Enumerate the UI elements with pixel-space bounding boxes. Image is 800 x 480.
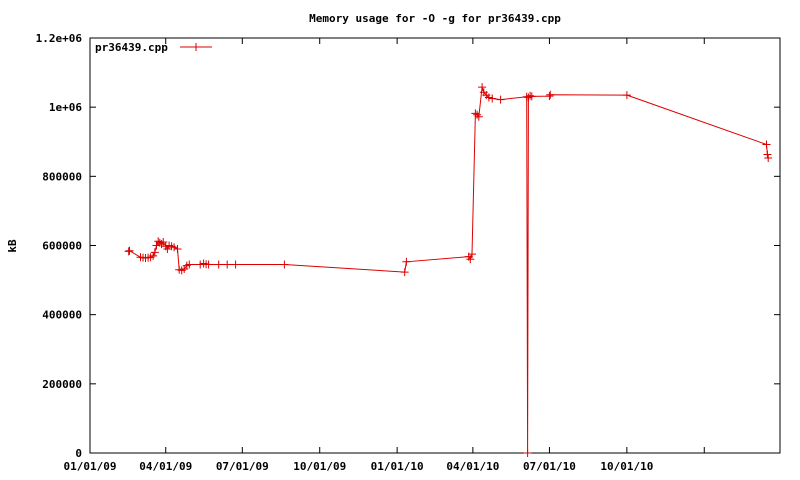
x-tick-label: 10/01/09 [293,460,346,473]
data-point [473,110,482,119]
x-tick-label: 01/01/10 [371,460,424,473]
x-tick-label: 10/01/10 [600,460,653,473]
legend-label: pr36439.cpp [95,41,168,54]
data-point [223,260,232,269]
data-point [527,92,536,101]
y-tick-label: 1.2e+06 [36,32,83,45]
data-point [474,112,483,121]
data-point [204,260,213,269]
data-point [150,248,159,257]
y-tick-label: 200000 [42,378,82,391]
data-point [214,260,223,269]
series-line [128,86,769,454]
plot-axes [89,37,781,454]
data-point [124,247,133,256]
plot-border [89,37,781,454]
chart-title: Memory usage for -O -g for pr36439.cpp [309,12,561,25]
data-point [185,260,194,269]
x-axis-ticks: 01/01/09 04/01/09 07/01/09 10/01/09 01/01/10… [64,38,705,473]
x-tick-label: 07/01/10 [523,460,576,473]
series-layer [124,83,773,457]
y-tick-label: 600000 [42,240,82,253]
data-point [231,260,240,269]
data-point [125,246,134,255]
data-point [496,95,505,104]
data-point [400,268,409,277]
data-point [484,93,493,102]
data-point [149,251,158,260]
data-point [159,238,168,246]
data-point [478,83,487,92]
data-point [466,255,475,264]
y-tick-label: 1e+06 [49,101,82,114]
data-point [545,92,554,101]
y-axis-label: kB [6,239,19,253]
data-point [762,140,771,149]
data-point [155,238,164,247]
data-point [471,109,480,118]
data-point [402,257,411,266]
y-tick-label: 800000 [42,170,82,183]
x-tick-label: 04/01/09 [139,460,192,473]
data-point [763,150,772,159]
data-point [163,245,172,253]
x-tick-label: 07/01/09 [216,460,269,473]
data-point [546,90,555,99]
data-point [170,243,179,252]
x-tick-label: 04/01/10 [446,460,499,473]
data-point [526,91,535,100]
data-point [622,91,631,100]
data-point [488,94,497,103]
y-tick-label: 400000 [42,309,82,322]
data-point [764,154,773,162]
data-point [524,93,533,102]
data-point [157,240,166,249]
y-axis-ticks: 0 200000 400000 600000 800000 1e+06 1.2e+06 [36,32,780,460]
data-point [280,260,289,269]
data-point [173,245,182,253]
data-point [523,449,532,457]
data-point [468,250,476,259]
legend: pr36439.cpp [95,41,212,54]
x-tick-label: 01/01/09 [64,460,117,473]
legend-marker [192,43,200,51]
y-tick-label: 0 [75,447,82,460]
